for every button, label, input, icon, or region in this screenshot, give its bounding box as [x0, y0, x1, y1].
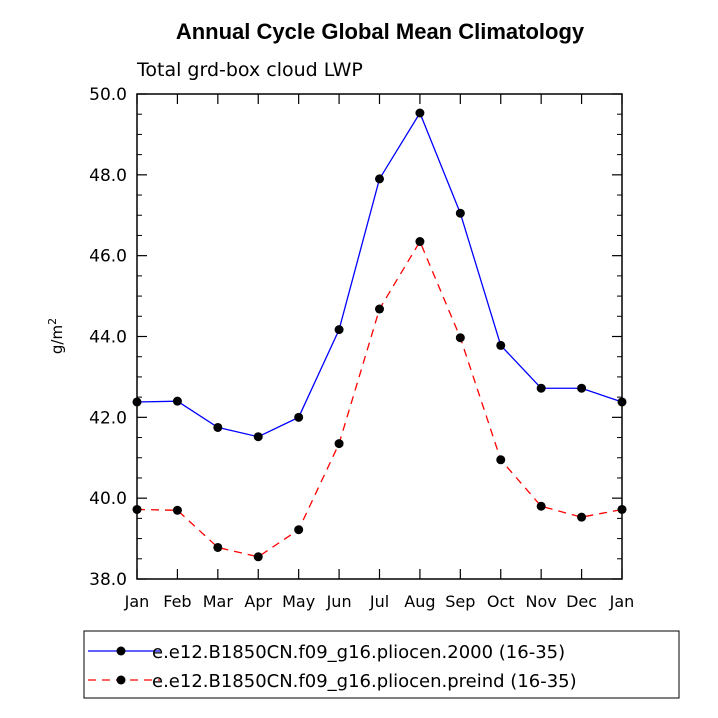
series-2-point-apr-3 — [253, 552, 263, 562]
x-tick-labels: Jan Feb Mar Apr May Jun Jul Aug Sep Oct Nov Dec Jan — [124, 592, 635, 611]
series-line-2 — [136, 240, 623, 558]
y-axis-label: g/m2 — [46, 318, 66, 354]
series-1-point-may-4 — [294, 412, 304, 422]
series-1-point-oct-9 — [496, 340, 506, 350]
series-2-point-jun-5 — [334, 439, 344, 449]
x-tick-label: Apr — [244, 592, 272, 611]
series-group — [132, 108, 627, 562]
chart-title: Annual Cycle Global Mean Climatology — [176, 19, 585, 44]
legend-box — [83, 630, 680, 699]
legend-marker-series-2 — [116, 675, 126, 685]
x-tick-label: May — [282, 592, 315, 611]
y-tick-labels: 38.0 40.0 42.0 44.0 46.0 48.0 50.0 — [89, 85, 127, 590]
y-axis-label-text: g/m — [48, 325, 66, 354]
series-1-point-dec-11 — [577, 383, 587, 393]
x-tick-label: Sep — [445, 592, 475, 611]
legend-marker-series-1 — [116, 646, 126, 656]
axis-ticks — [136, 93, 623, 580]
x-tick-label: Aug — [404, 592, 435, 611]
series-1-point-feb-1 — [172, 396, 182, 406]
series-2-point-may-4 — [294, 525, 304, 535]
series-2-point-dec-11 — [577, 512, 587, 522]
series-2-point-mar-2 — [213, 542, 223, 552]
y-tick-label: 40.0 — [89, 489, 127, 509]
x-tick-label: Jul — [369, 592, 389, 611]
legend-label-series-2: e.e12.B1850CN.f09_g16.pliocen.preind (16… — [152, 671, 577, 692]
series-1-point-nov-10 — [536, 383, 546, 393]
x-tick-label: Jun — [326, 592, 352, 611]
y-tick-label: 48.0 — [89, 166, 127, 186]
series-2-point-aug-7 — [415, 237, 425, 247]
svg-text:g/m2: g/m2 — [46, 318, 66, 354]
legend-label-series-1: e.e12.B1850CN.f09_g16.pliocen.2000 (16-3… — [152, 642, 565, 663]
series-2-point-nov-10 — [536, 501, 546, 511]
series-1-point-apr-3 — [253, 432, 263, 442]
chart-subtitle: Total grd-box cloud LWP — [136, 59, 363, 81]
y-tick-label: 42.0 — [89, 408, 127, 428]
series-line-1 — [136, 111, 623, 438]
y-axis-label-superscript: 2 — [46, 318, 59, 325]
series-1-point-mar-2 — [213, 422, 223, 432]
series-1-point-jul-6 — [375, 174, 384, 184]
plot-frame — [136, 93, 623, 580]
x-tick-label: Oct — [487, 592, 515, 611]
y-tick-label: 46.0 — [89, 247, 127, 267]
x-tick-label: Dec — [566, 592, 597, 611]
x-tick-label: Jan — [609, 592, 635, 611]
y-tick-label: 44.0 — [89, 328, 127, 348]
series-1-point-sep-8 — [455, 208, 465, 218]
series-2-point-sep-8 — [455, 333, 465, 343]
series-2-point-oct-9 — [496, 455, 506, 465]
series-1-point-jun-5 — [334, 325, 344, 335]
y-tick-label: 38.0 — [89, 570, 127, 590]
x-tick-label: Nov — [526, 592, 557, 611]
legend: e.e12.B1850CN.f09_g16.pliocen.2000 (16-3… — [83, 630, 680, 699]
series-1-point-aug-7 — [415, 108, 425, 118]
y-tick-label: 50.0 — [89, 85, 127, 105]
x-tick-label: Jan — [124, 592, 150, 611]
x-tick-label: Feb — [163, 592, 191, 611]
x-tick-label: Mar — [203, 592, 234, 611]
series-2-point-feb-1 — [172, 505, 182, 515]
series-2-point-jul-6 — [375, 304, 384, 314]
